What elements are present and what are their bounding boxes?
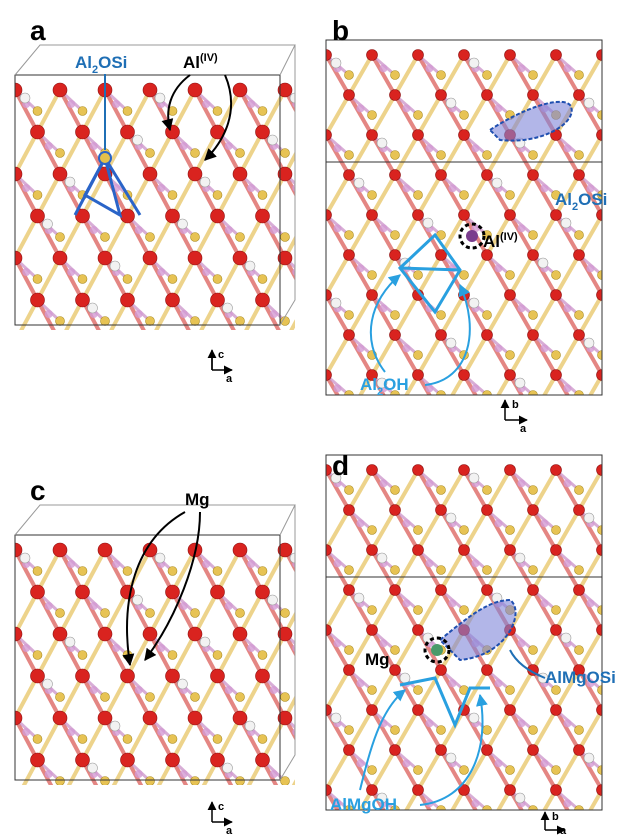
axis-indicator: b a: [540, 811, 567, 836]
svg-text:b: b: [552, 811, 559, 823]
lattice: [15, 542, 295, 785]
annotation: Al2OSi: [75, 53, 127, 76]
axis-indicator: b a: [500, 399, 528, 435]
annotation: AlMgOSi: [545, 668, 616, 687]
svg-text:a: a: [560, 825, 567, 836]
panel-label: b: [332, 15, 349, 46]
lattice: [326, 464, 602, 810]
lattice: [15, 82, 295, 330]
annotation: Mg: [365, 650, 390, 669]
annotation: Al(IV): [183, 52, 218, 72]
annotation: AlMgOH: [330, 795, 397, 814]
panel-label: a: [30, 15, 46, 46]
annotation: Al(IV): [483, 231, 518, 251]
arrow: [204, 74, 233, 161]
arrow: [369, 274, 401, 373]
arrow: [161, 74, 191, 132]
highlights: [73, 100, 573, 729]
arrow: [419, 693, 488, 806]
svg-text:c: c: [218, 349, 224, 361]
arrow: [122, 511, 186, 667]
svg-text:c: c: [218, 801, 224, 813]
arrow: [359, 689, 406, 791]
svg-text:a: a: [226, 825, 233, 836]
arrow: [144, 511, 201, 661]
lattice: [326, 49, 602, 395]
axis-indicator: c a: [207, 801, 233, 836]
svg-text:b: b: [512, 399, 519, 411]
axis-indicator: c a: [207, 349, 233, 385]
annotation: Al2OSi: [555, 190, 607, 213]
leader-line: [509, 649, 546, 679]
panel-label: c: [30, 475, 46, 506]
unit-cells: [14, 39, 603, 811]
crystal-structures: [15, 49, 602, 810]
panel-label: d: [332, 450, 349, 481]
svg-text:a: a: [520, 423, 527, 435]
annotation: Mg: [185, 490, 210, 509]
arrow: [424, 283, 471, 386]
annotation: Al2OH: [360, 375, 409, 398]
svg-text:a: a: [226, 373, 233, 385]
